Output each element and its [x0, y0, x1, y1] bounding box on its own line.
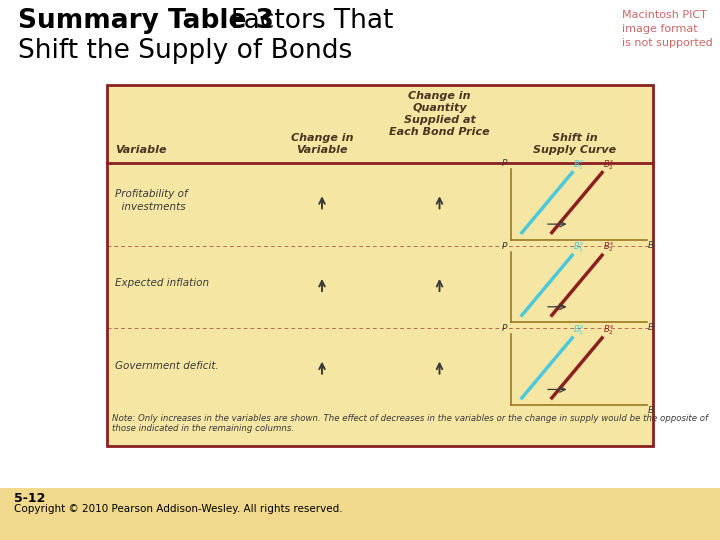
Text: Shift the Supply of Bonds: Shift the Supply of Bonds	[18, 38, 352, 64]
Text: B: B	[648, 406, 654, 415]
Bar	[0, 488, 720, 540]
Text: P: P	[502, 325, 507, 333]
Text: $B_1^s$: $B_1^s$	[573, 323, 585, 337]
Text: Factors That: Factors That	[214, 8, 393, 34]
Bar	[107, 85, 653, 446]
Text: $B_1^s$: $B_1^s$	[573, 241, 585, 254]
Text: Variable: Variable	[115, 145, 166, 155]
Text: Change in
Quantity
Supplied at
Each Bond Price: Change in Quantity Supplied at Each Bond…	[390, 91, 490, 137]
Text: Summary Table 3: Summary Table 3	[18, 8, 274, 34]
Text: $B_2^s$: $B_2^s$	[603, 158, 614, 172]
Text: $B_1^s$: $B_1^s$	[573, 158, 585, 172]
Text: Expected inflation: Expected inflation	[115, 278, 209, 288]
Text: $B_2^s$: $B_2^s$	[603, 241, 614, 254]
Text: P: P	[502, 242, 507, 251]
Text: Shift in
Supply Curve: Shift in Supply Curve	[534, 133, 616, 155]
Text: Copyright © 2010 Pearson Addison-Wesley. All rights reserved.: Copyright © 2010 Pearson Addison-Wesley.…	[14, 504, 343, 514]
Text: B: B	[648, 323, 654, 332]
Text: Government deficit.: Government deficit.	[115, 361, 219, 370]
Text: P: P	[502, 159, 507, 168]
Text: Note: Only increases in the variables are shown. The effect of decreases in the : Note: Only increases in the variables ar…	[112, 414, 708, 423]
Text: Profitability of
  investments: Profitability of investments	[115, 189, 188, 212]
Text: those indicated in the remaining columns.: those indicated in the remaining columns…	[112, 424, 294, 433]
Text: B: B	[648, 241, 654, 249]
Text: Change in
Variable: Change in Variable	[291, 133, 354, 155]
Text: $B_2^s$: $B_2^s$	[603, 323, 614, 337]
Text: Macintosh PICT
image format
is not supported: Macintosh PICT image format is not suppo…	[622, 10, 713, 48]
Text: 5-12: 5-12	[14, 492, 45, 505]
